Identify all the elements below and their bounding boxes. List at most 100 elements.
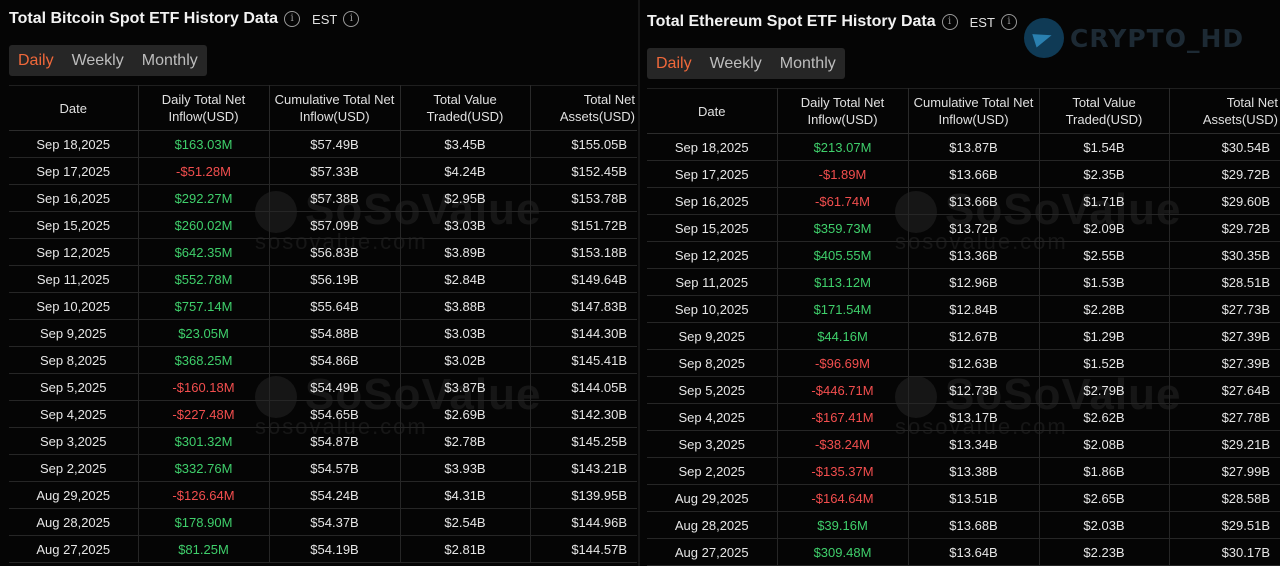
- btc-etf-panel: Total Bitcoin Spot ETF History Data i ES…: [0, 0, 638, 566]
- date-cell: Sep 3,2025: [9, 427, 139, 455]
- date-cell: Aug 28,2025: [9, 508, 139, 536]
- daily-inflow-cell: -$160.18M: [138, 373, 270, 401]
- eth-header-value-traded[interactable]: Total Value Traded(USD): [1039, 88, 1170, 134]
- btc-table-row[interactable]: Sep 4,2025 -$227.48M $54.65B $2.69B $142.30B: [9, 400, 637, 428]
- eth-table-row[interactable]: Sep 5,2025 -$446.71M $12.73B $2.79B $27.64B: [647, 376, 1280, 404]
- eth-table-row[interactable]: Sep 2,2025 -$135.37M $13.38B $1.86B $27.99B: [647, 457, 1280, 485]
- btc-header-value-traded[interactable]: Total Value Traded(USD): [400, 85, 531, 131]
- btc-table-row[interactable]: Sep 15,2025 $260.02M $57.09B $3.03B $151.72B: [9, 211, 637, 239]
- btc-table-row[interactable]: Sep 3,2025 $301.32M $54.87B $2.78B $145.25B: [9, 427, 637, 455]
- eth-table-row[interactable]: Sep 11,2025 $113.12M $12.96B $1.53B $28.51B: [647, 268, 1280, 296]
- eth-table-row[interactable]: Sep 3,2025 -$38.24M $13.34B $2.08B $29.21B: [647, 430, 1280, 458]
- eth-table-row[interactable]: Sep 8,2025 -$96.69M $12.63B $1.52B $27.39B: [647, 349, 1280, 377]
- btc-timezone-info-icon[interactable]: i: [343, 11, 360, 27]
- eth-header-date[interactable]: Date: [647, 88, 778, 134]
- net-assets-cell: $27.64B: [1169, 376, 1280, 404]
- eth-tab-daily[interactable]: Daily: [656, 54, 692, 72]
- value-traded-cell: $4.24B: [400, 157, 531, 185]
- eth-etf-panel: Total Ethereum Spot ETF History Data i E…: [640, 0, 1280, 566]
- btc-header-daily-inflow[interactable]: Daily Total Net Inflow(USD): [138, 85, 270, 131]
- eth-table-row[interactable]: Sep 12,2025 $405.55M $13.36B $2.55B $30.35B: [647, 241, 1280, 269]
- eth-table-row[interactable]: Aug 29,2025 -$164.64M $13.51B $2.65B $28.58B: [647, 484, 1280, 512]
- daily-inflow-cell: $552.78M: [138, 265, 270, 293]
- daily-inflow-cell: $368.25M: [138, 346, 270, 374]
- eth-table-row[interactable]: Sep 9,2025 $44.16M $12.67B $1.29B $27.39B: [647, 322, 1280, 350]
- cumulative-inflow-cell: $12.73B: [908, 376, 1040, 404]
- daily-inflow-cell: $332.76M: [138, 454, 270, 482]
- eth-table-row[interactable]: Sep 4,2025 -$167.41M $13.17B $2.62B $27.78B: [647, 403, 1280, 431]
- eth-header-net-assets[interactable]: Total Net Assets(USD): [1169, 88, 1280, 134]
- btc-table-row[interactable]: Aug 29,2025 -$126.64M $54.24B $4.31B $139.95…: [9, 481, 637, 509]
- btc-table-row[interactable]: Sep 11,2025 $552.78M $56.19B $2.84B $149.64B: [9, 265, 637, 293]
- eth-header-daily-inflow[interactable]: Daily Total Net Inflow(USD): [777, 88, 909, 134]
- eth-timezone-info-icon[interactable]: i: [1000, 14, 1017, 30]
- net-assets-cell: $27.39B: [1169, 349, 1280, 377]
- value-traded-cell: $4.31B: [400, 481, 531, 509]
- btc-table-row[interactable]: Sep 2,2025 $332.76M $54.57B $3.93B $143.21B: [9, 454, 637, 482]
- date-cell: Aug 28,2025: [647, 511, 778, 539]
- cumulative-inflow-cell: $12.96B: [908, 268, 1040, 296]
- btc-tab-weekly[interactable]: Weekly: [71, 51, 124, 69]
- btc-header-cumulative-inflow[interactable]: Cumulative Total Net Inflow(USD): [269, 85, 401, 131]
- net-assets-cell: $153.18B: [530, 238, 637, 266]
- net-assets-cell: $144.57B: [530, 535, 637, 563]
- date-cell: Sep 4,2025: [9, 400, 139, 428]
- btc-table-row[interactable]: Sep 9,2025 $23.05M $54.88B $3.03B $144.30B: [9, 319, 637, 347]
- daily-inflow-cell: -$96.69M: [777, 349, 909, 377]
- btc-title-info-icon[interactable]: i: [284, 11, 301, 27]
- daily-inflow-cell: $757.14M: [138, 292, 270, 320]
- btc-tab-daily[interactable]: Daily: [18, 51, 54, 69]
- daily-inflow-cell: -$38.24M: [777, 430, 909, 458]
- date-cell: Sep 18,2025: [647, 133, 778, 161]
- cumulative-inflow-cell: $13.38B: [908, 457, 1040, 485]
- date-cell: Sep 15,2025: [9, 211, 139, 239]
- btc-table-row[interactable]: Aug 27,2025 $81.25M $54.19B $2.81B $144.57B: [9, 535, 637, 563]
- net-assets-cell: $151.72B: [530, 211, 637, 239]
- eth-table-row[interactable]: Sep 15,2025 $359.73M $13.72B $2.09B $29.72B: [647, 214, 1280, 242]
- value-traded-cell: $3.02B: [400, 346, 531, 374]
- daily-inflow-cell: $405.55M: [777, 241, 909, 269]
- date-cell: Sep 8,2025: [9, 346, 139, 374]
- date-cell: Sep 16,2025: [9, 184, 139, 212]
- daily-inflow-cell: -$61.74M: [777, 187, 909, 215]
- eth-panel-title: Total Ethereum Spot ETF History Data: [647, 13, 936, 30]
- date-cell: Sep 11,2025: [9, 265, 139, 293]
- btc-table-row[interactable]: Sep 12,2025 $642.35M $56.83B $3.89B $153.18B: [9, 238, 637, 266]
- net-assets-cell: $155.05B: [530, 130, 637, 158]
- btc-table-row[interactable]: Sep 5,2025 -$160.18M $54.49B $3.87B $144.05B: [9, 373, 637, 401]
- cumulative-inflow-cell: $57.09B: [269, 211, 401, 239]
- cumulative-inflow-cell: $57.33B: [269, 157, 401, 185]
- btc-header-net-assets[interactable]: Total Net Assets(USD): [530, 85, 637, 131]
- btc-table-row[interactable]: Sep 8,2025 $368.25M $54.86B $3.02B $145.41B: [9, 346, 637, 374]
- net-assets-cell: $30.54B: [1169, 133, 1280, 161]
- eth-tab-weekly[interactable]: Weekly: [709, 54, 762, 72]
- value-traded-cell: $1.86B: [1039, 457, 1170, 485]
- date-cell: Sep 11,2025: [647, 268, 778, 296]
- btc-table-row[interactable]: Aug 28,2025 $178.90M $54.37B $2.54B $144.96B: [9, 508, 637, 536]
- eth-table-row[interactable]: Aug 28,2025 $39.16M $13.68B $2.03B $29.51B: [647, 511, 1280, 539]
- eth-title-info-icon[interactable]: i: [941, 14, 958, 30]
- date-cell: Sep 9,2025: [9, 319, 139, 347]
- eth-table-row[interactable]: Sep 18,2025 $213.07M $13.87B $1.54B $30.54B: [647, 133, 1280, 161]
- telegram-icon: [1024, 18, 1064, 58]
- btc-tab-monthly[interactable]: Monthly: [141, 51, 198, 69]
- value-traded-cell: $1.54B: [1039, 133, 1170, 161]
- btc-table-row[interactable]: Sep 10,2025 $757.14M $55.64B $3.88B $147.83B: [9, 292, 637, 320]
- btc-table-row[interactable]: Sep 18,2025 $163.03M $57.49B $3.45B $155.05B: [9, 130, 637, 158]
- date-cell: Sep 9,2025: [647, 322, 778, 350]
- value-traded-cell: $2.62B: [1039, 403, 1170, 431]
- eth-table-row[interactable]: Sep 16,2025 -$61.74M $13.66B $1.71B $29.60B: [647, 187, 1280, 215]
- eth-table-row[interactable]: Sep 17,2025 -$1.89M $13.66B $2.35B $29.72B: [647, 160, 1280, 188]
- eth-header-cumulative-inflow[interactable]: Cumulative Total Net Inflow(USD): [908, 88, 1040, 134]
- btc-table-row[interactable]: Sep 16,2025 $292.27M $57.38B $2.95B $153.78B: [9, 184, 637, 212]
- eth-table-row[interactable]: Aug 27,2025 $309.48M $13.64B $2.23B $30.17B: [647, 538, 1280, 566]
- btc-header-date[interactable]: Date: [9, 85, 139, 131]
- btc-title-row: Total Bitcoin Spot ETF History Data i ES…: [9, 10, 360, 28]
- eth-table-row[interactable]: Sep 10,2025 $171.54M $12.84B $2.28B $27.73B: [647, 295, 1280, 323]
- net-assets-cell: $145.25B: [530, 427, 637, 455]
- eth-tab-monthly[interactable]: Monthly: [779, 54, 836, 72]
- cumulative-inflow-cell: $12.63B: [908, 349, 1040, 377]
- cumulative-inflow-cell: $13.36B: [908, 241, 1040, 269]
- btc-table-row[interactable]: Sep 17,2025 -$51.28M $57.33B $4.24B $152.45B: [9, 157, 637, 185]
- cumulative-inflow-cell: $54.88B: [269, 319, 401, 347]
